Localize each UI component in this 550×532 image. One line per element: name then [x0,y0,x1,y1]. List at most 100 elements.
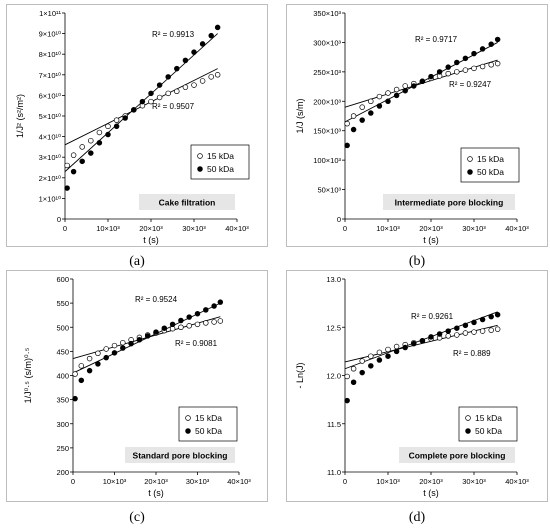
legend-box [190,144,250,180]
legend-box [460,147,520,183]
y-axis-label: 1/J² (s²/m²) [15,94,25,138]
annotation-box [125,447,235,463]
data-point [471,319,477,326]
y-tick-label: 200 [56,468,69,477]
annotation-label: Intermediate pore blocking [395,198,504,208]
data-point [350,126,357,133]
data-point [359,358,365,364]
chart-svg: 0 1×10¹⁰ 2×10¹⁰ 3×10¹⁰ 4×10¹⁰ 5×10¹⁰ 6×10¹⁰ 7×1… [15,9,250,245]
chart-svg: 11.0 11.5 12.0 12.5 13.0 0 10×10³ 20×10³ 30×10³ 4… [295,275,529,498]
data-point [419,338,426,344]
data-point [411,340,417,347]
r2-label: R² = 0.9717 [415,35,458,44]
y-tick-label: 50×10³ [317,186,341,195]
data-point [376,349,383,356]
data-point [402,344,408,351]
x-axis-label: t (s) [148,488,164,498]
data-point [64,162,70,169]
data-point [368,353,374,359]
data-point [199,78,206,84]
x-tick-label: 20×10³ [419,224,443,233]
data-point [454,332,460,338]
y-tick-label: 12.5 [326,323,341,332]
data-point [96,129,103,136]
y-tick-label: 0 [57,215,61,224]
data-point [494,36,501,43]
legend-label: 50 kDa [477,167,504,177]
y-tick-label: 7×10¹⁰ [39,71,61,80]
legend-box [178,406,238,442]
data-point [428,73,434,80]
data-point [214,24,221,31]
data-point [419,78,426,85]
legend-label: 50 kDa [195,426,222,436]
y-tick-label: 1×10¹¹ [39,9,61,18]
data-point [194,321,201,328]
data-point [344,120,350,127]
data-point [344,373,350,380]
data-point [368,363,374,369]
data-point [96,140,103,146]
data-point [462,330,469,336]
y-axis-label: 1/J (s/m) [295,98,305,133]
x-tick-label: 0 [71,477,75,486]
y-tick-label: 250 [56,444,69,453]
data-point [479,328,486,334]
data-point [182,57,189,64]
x-tick-label: 10×10³ [376,477,400,486]
x-tick-label: 40×10³ [505,477,529,486]
data-point [376,93,383,100]
data-point [208,74,214,80]
data-point [86,367,93,374]
data-point [376,357,383,363]
data-point [393,348,400,355]
annotation-label: Standard pore blocking [133,451,228,461]
caption-d: (d) [408,510,426,525]
data-point [217,299,224,305]
y-tick-label: 1×10¹⁰ [39,194,61,203]
data-point [79,158,85,165]
data-point [393,86,400,93]
data-point [95,350,101,357]
caption-a: (a) [129,254,145,269]
data-point [178,317,184,324]
data-point [136,337,143,343]
legend-label: 15 kDa [207,151,234,161]
data-point [211,303,217,309]
data-point [488,62,494,68]
data-point [350,113,357,119]
data-point [208,32,214,39]
data-point [494,326,501,332]
data-point [211,319,217,325]
y-axis-label: - Ln(J) [295,362,305,388]
data-point [178,324,184,330]
annotation-box [139,194,235,210]
chart-svg: 0 50×10³ 100×10³ 150×10³ 200×10³ 250×10³ 300×1… [295,9,529,245]
y-tick-label: 300 [56,420,69,429]
y-tick-label: 350×10³ [313,9,341,18]
data-point [462,55,469,62]
data-point [462,67,469,73]
data-point [139,98,146,105]
data-point [428,334,434,340]
chart-svg: 200 250 300 350 400 450 500 550 600 0 10×10³ 20×10³… [23,275,251,498]
data-point [120,339,126,346]
data-point [454,69,460,75]
data-point [479,316,486,323]
y-tick-label: 5×10¹⁰ [39,112,61,121]
y-tick-label: 100×10³ [313,156,341,165]
x-tick-label: 0 [343,477,347,486]
y-tick-label: 500 [56,323,69,332]
data-point [174,88,180,95]
data-point [217,318,224,324]
y-tick-label: 2×10¹⁰ [39,174,61,183]
r2-label: R² = 0.9081 [175,339,218,348]
data-point [214,72,221,78]
legend-marker [465,415,471,421]
data-point [368,110,374,116]
legend-marker [185,428,191,434]
y-tick-label: 150×10³ [313,127,341,136]
x-axis-label: t (s) [423,235,439,245]
legend-label: 15 kDa [195,413,222,423]
data-point [488,41,494,47]
